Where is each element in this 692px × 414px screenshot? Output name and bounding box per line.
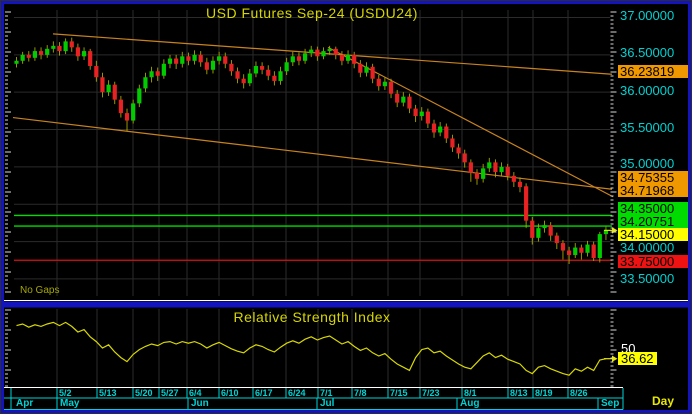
week-tick-label: 8/26: [570, 388, 588, 398]
price-axis-label: 34.35000: [618, 202, 688, 215]
week-tick-label: 5/27: [161, 388, 179, 398]
month-tick-label: May: [60, 398, 80, 409]
week-tick-label: 6/4: [189, 388, 202, 398]
week-tick-label: 5/20: [135, 388, 153, 398]
price-axis-label: 36.00000: [620, 83, 675, 98]
week-tick-label: 8/1: [464, 388, 477, 398]
price-axis-label: 35.00000: [620, 156, 675, 171]
price-axis-label: 33.50000: [620, 271, 675, 286]
week-tick-label: 5/2: [59, 388, 72, 398]
timeframe-label: Day: [652, 394, 675, 408]
panel-dividers: [4, 300, 688, 388]
rsi-line: [16, 321, 607, 376]
rsi-plot-area[interactable]: [14, 308, 610, 388]
gridlines: [14, 10, 610, 387]
main-plot-area[interactable]: [14, 10, 610, 296]
week-tick-label: 6/10: [221, 388, 239, 398]
no-gaps-label: No Gaps: [20, 285, 60, 296]
rsi-title: Relative Strength Index: [233, 309, 391, 325]
price-axis-label: 34.20751: [618, 215, 688, 228]
week-tick-label: 6/17: [255, 388, 273, 398]
price-axis-label: 34.71968: [618, 184, 688, 197]
price-axis-label: 37.00000: [620, 8, 675, 23]
x-axis-rules: [4, 388, 624, 410]
chart-title: USD Futures Sep-24 (USDU24): [206, 5, 418, 21]
price-axis-label: 35.50000: [620, 120, 675, 135]
price-axis-label: 33.75000: [618, 255, 688, 268]
week-tick-label: 8/13: [510, 388, 528, 398]
price-axis: 37.00000 36.50000 36.23819 36.00000 35.50000…: [618, 0, 688, 300]
week-tick-label: 7/23: [422, 388, 440, 398]
week-tick-label: 7/8: [354, 388, 367, 398]
price-axis-label: 36.23819: [618, 65, 688, 78]
candles: [14, 37, 609, 264]
level-lines: [14, 214, 612, 261]
price-axis-label: 34.15000: [618, 228, 688, 241]
week-tick-label: 5/13: [99, 388, 117, 398]
price-axis-label: 36.50000: [620, 45, 675, 60]
month-tick-label: Jun: [191, 398, 209, 409]
month-tick-label: Jul: [320, 398, 335, 409]
month-tick-label: Sep: [601, 398, 620, 409]
week-tick-label: 6/24: [288, 388, 306, 398]
scale-ticks: [5, 11, 617, 387]
month-tick-label: Aug: [460, 398, 480, 409]
price-axis-label: 34.75355: [618, 171, 688, 184]
price-axis-label: 34.00000: [620, 240, 675, 255]
month-tick-label: Apr: [16, 398, 34, 409]
rsi-value-badge: 36.62: [618, 352, 657, 365]
week-tick-label: 7/15: [390, 388, 408, 398]
week-tick-label: 7/1: [320, 388, 333, 398]
week-tick-label: 8/19: [535, 388, 553, 398]
